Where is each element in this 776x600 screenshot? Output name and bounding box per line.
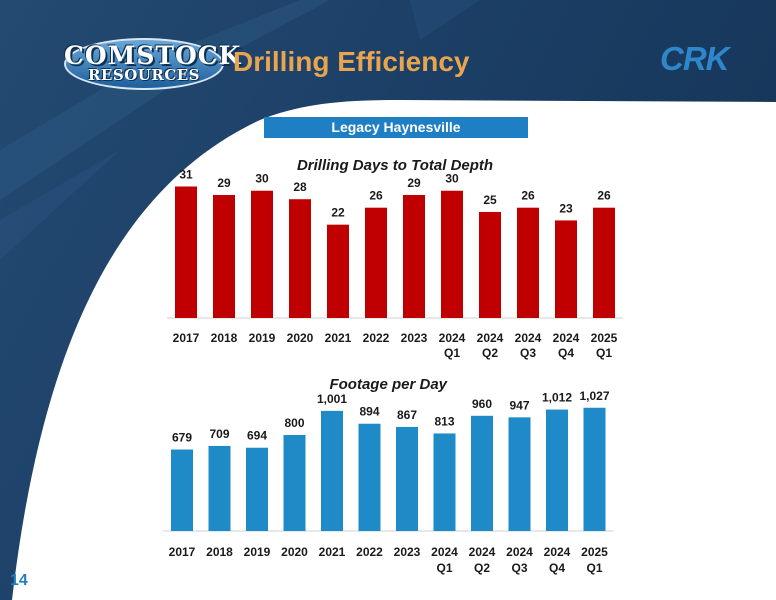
- days-tick-label: 2025: [591, 331, 618, 345]
- days-tick-label: 2024: [477, 331, 504, 345]
- days-tick-label: 2018: [211, 331, 238, 345]
- days-data-label: 26: [597, 189, 611, 203]
- days-data-label: 22: [331, 206, 345, 220]
- footage-data-label: 1,027: [579, 389, 609, 403]
- days-bar: [555, 220, 577, 318]
- footage-tick-label: Q4: [549, 561, 565, 575]
- footage-tick-label: Q2: [474, 561, 490, 575]
- crk-brand-logo: CRK: [660, 40, 729, 77]
- footage-tick-label: 2023: [394, 545, 421, 559]
- days-tick-label: 2024: [515, 331, 542, 345]
- days-bar: [403, 194, 425, 318]
- footage-bar: [546, 409, 568, 531]
- footage-data-label: 1,001: [317, 392, 347, 406]
- footage-chart-title: Footage per Day: [329, 376, 447, 393]
- footage-bar: [433, 433, 456, 531]
- footage-tick-label: 2022: [356, 545, 383, 559]
- footage-data-label: 894: [359, 405, 379, 419]
- days-data-label: 25: [483, 193, 497, 207]
- page-title: Drilling Efficiency: [233, 46, 470, 77]
- footage-tick-label: 2024: [469, 545, 496, 559]
- footage-bar: [508, 417, 531, 531]
- comstock-logo: COMSTOCK RESOURCES: [64, 38, 242, 90]
- days-tick-label: 2019: [249, 331, 276, 345]
- footage-tick-label: Q3: [511, 561, 527, 575]
- footage-bar: [396, 426, 418, 531]
- footage-tick-label: Q1: [586, 561, 602, 575]
- footage-data-label: 1,012: [542, 391, 572, 405]
- days-data-label: 30: [445, 172, 459, 186]
- days-tick-label: 2024: [553, 331, 580, 345]
- days-tick-label: Q3: [520, 346, 536, 360]
- days-tick-label: 2020: [287, 331, 314, 345]
- section-subtitle-badge: Legacy Haynesville: [264, 117, 528, 138]
- days-bar: [289, 199, 311, 318]
- days-chart-title: Drilling Days to Total Depth: [297, 157, 493, 174]
- footage-data-label: 800: [284, 416, 304, 430]
- footage-bar: [246, 447, 268, 531]
- days-tick-label: Q1: [596, 346, 612, 360]
- days-data-label: 23: [559, 201, 573, 215]
- footage-data-label: 679: [172, 431, 192, 445]
- footage-data-label: 867: [397, 408, 417, 422]
- footage-bar: [471, 415, 493, 531]
- footage-tick-label: 2024: [544, 545, 571, 559]
- footage-bar: [321, 410, 343, 531]
- footage-tick-label: 2025: [581, 545, 608, 559]
- logo-oval: [64, 38, 224, 90]
- footage-tick-label: 2021: [319, 545, 346, 559]
- days-data-label: 30: [255, 172, 269, 186]
- days-tick-label: 2022: [363, 331, 390, 345]
- days-bar: [213, 194, 235, 318]
- footage-bar: [208, 445, 231, 531]
- days-tick-label: Q1: [444, 346, 460, 360]
- logo-text-resources: RESOURCES: [87, 66, 201, 84]
- footage-data-label: 947: [509, 398, 529, 412]
- footage-tick-label: 2020: [281, 545, 308, 559]
- days-bar: [441, 190, 463, 318]
- days-data-label: 26: [369, 189, 383, 203]
- footage-bar: [583, 407, 606, 531]
- footage-data-label: 813: [434, 414, 454, 428]
- days-bar: [593, 207, 615, 318]
- days-bar: [251, 190, 273, 318]
- footage-data-label: 960: [472, 397, 492, 411]
- days-tick-label: 2024: [439, 331, 466, 345]
- days-tick-label: 2021: [325, 331, 352, 345]
- days-bar: [327, 224, 349, 318]
- days-bar: [479, 211, 501, 318]
- days-bar: [517, 207, 539, 318]
- logo-text-comstock: COMSTOCK: [64, 41, 242, 70]
- days-data-label: 29: [407, 176, 421, 190]
- footage-tick-label: 2018: [206, 545, 233, 559]
- days-data-label: 26: [521, 189, 535, 203]
- footage-tick-label: 2017: [169, 545, 196, 559]
- footage-bar: [283, 435, 306, 531]
- footage-tick-label: 2024: [431, 545, 458, 559]
- days-data-label: 31: [179, 167, 193, 181]
- footage-bar: [171, 449, 193, 531]
- footage-tick-label: 2024: [506, 545, 533, 559]
- days-bar: [365, 207, 387, 318]
- days-tick-label: Q4: [558, 346, 574, 360]
- footage-tick-label: 2019: [244, 545, 271, 559]
- days-tick-label: Q2: [482, 346, 498, 360]
- days-bar: [175, 186, 197, 318]
- footage-data-label: 694: [247, 429, 267, 443]
- footage-bar: [358, 423, 381, 531]
- days-tick-label: 2023: [401, 331, 428, 345]
- footage-data-label: 709: [209, 427, 229, 441]
- days-tick-label: 2017: [173, 331, 200, 345]
- page-number: 14: [10, 572, 28, 589]
- days-data-label: 29: [217, 176, 231, 190]
- footage-tick-label: Q1: [436, 561, 452, 575]
- days-data-label: 28: [293, 180, 307, 194]
